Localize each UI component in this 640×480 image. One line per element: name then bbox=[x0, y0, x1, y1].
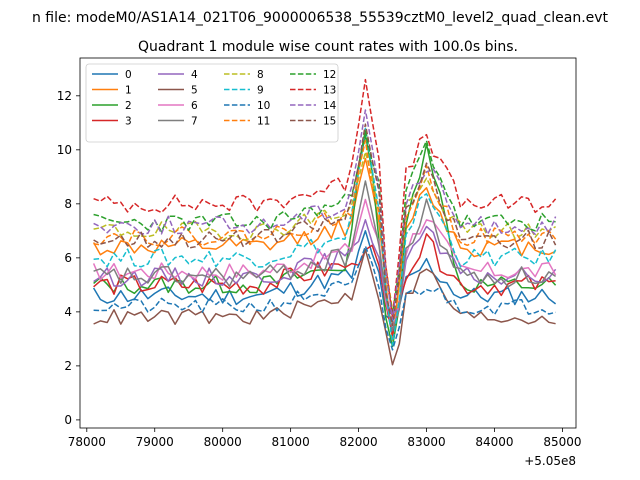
series-line-15 bbox=[93, 123, 557, 327]
y-tick-label: 12 bbox=[57, 89, 72, 103]
legend-box bbox=[85, 63, 339, 143]
legend-label-7: 7 bbox=[191, 116, 198, 128]
y-tick-label: 0 bbox=[64, 413, 72, 427]
x-tick-label: 79000 bbox=[136, 435, 174, 449]
series-line-1 bbox=[92, 157, 556, 341]
series-line-8 bbox=[93, 151, 557, 314]
legend-label-3: 3 bbox=[125, 116, 132, 128]
legend-label-8: 8 bbox=[257, 69, 264, 81]
y-axis: 0 2 4 6 8 10 12 bbox=[57, 89, 80, 427]
x-tick-label: 84000 bbox=[475, 435, 513, 449]
x-offset-label: +5.05e8 bbox=[524, 454, 576, 468]
legend-label-1: 1 bbox=[125, 85, 132, 97]
legend-label-13: 13 bbox=[323, 85, 336, 97]
x-axis: 78000 79000 80000 81000 82000 83000 84000 85000 bbox=[68, 428, 582, 449]
y-tick-label: 8 bbox=[64, 197, 72, 211]
axes-frame bbox=[79, 57, 577, 429]
series-line-10 bbox=[93, 245, 556, 351]
y-tick-label: 6 bbox=[64, 251, 72, 265]
plot-area bbox=[79, 57, 577, 429]
series-line-3 bbox=[93, 233, 556, 337]
x-tick-label: 82000 bbox=[339, 435, 377, 449]
y-tick-label: 2 bbox=[64, 359, 72, 373]
legend-label-9: 9 bbox=[257, 85, 264, 97]
x-tick-label: 85000 bbox=[543, 435, 581, 449]
legend-label-11: 11 bbox=[257, 116, 270, 128]
series-line-9 bbox=[93, 127, 557, 346]
series-line-12 bbox=[93, 129, 556, 315]
y-tick-label: 4 bbox=[64, 305, 72, 319]
series-line-13 bbox=[93, 78, 557, 319]
x-tick-label: 80000 bbox=[204, 435, 242, 449]
series-line-6 bbox=[92, 198, 557, 331]
chart-suptitle: n file: modeM0/AS1A14_021T06_9000006538_… bbox=[32, 10, 609, 26]
x-tick-label: 81000 bbox=[272, 435, 310, 449]
legend-label-15: 15 bbox=[323, 116, 336, 128]
legend-label-14: 14 bbox=[323, 100, 337, 112]
chart-title: Quadrant 1 module wise count rates with … bbox=[138, 39, 518, 55]
series-line-5 bbox=[93, 248, 556, 366]
series-line-4 bbox=[93, 219, 557, 315]
legend-label-5: 5 bbox=[191, 85, 198, 97]
x-tick-label: 83000 bbox=[407, 435, 445, 449]
series-line-7 bbox=[93, 180, 557, 331]
x-tick-label: 78000 bbox=[68, 435, 106, 449]
legend-label-4: 4 bbox=[191, 69, 198, 81]
y-tick-label: 10 bbox=[57, 143, 72, 157]
legend-label-6: 6 bbox=[191, 100, 198, 112]
legend-label-12: 12 bbox=[323, 69, 336, 81]
series-line-14 bbox=[93, 109, 557, 321]
legend-label-0: 0 bbox=[125, 69, 132, 81]
legend-label-10: 10 bbox=[257, 100, 270, 112]
series-line-11 bbox=[93, 139, 557, 312]
legend-label-2: 2 bbox=[125, 100, 132, 112]
